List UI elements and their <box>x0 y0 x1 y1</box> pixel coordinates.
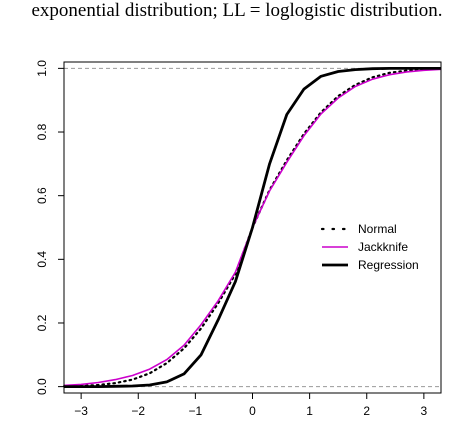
x-tick-label: −1 <box>189 404 203 418</box>
legend-label-jackknife: Jackknife <box>358 240 408 254</box>
y-tick-label: 0.4 <box>35 251 49 268</box>
y-tick-label: 0.2 <box>35 314 49 331</box>
legend: Normal Jackknife Regression <box>320 222 419 272</box>
figure-caption: exponential distribution; LL = loglogist… <box>31 0 443 21</box>
x-tick-label: 0 <box>249 404 256 418</box>
series-line-regression <box>64 67 441 388</box>
x-tick-label: 3 <box>421 404 428 418</box>
plot-layer: −3 −2 −1 0 1 2 3 0.0 0.2 0.4 0.6 0.8 1.0 <box>35 60 443 418</box>
y-tick-label: 0.0 <box>35 378 49 395</box>
x-tick-label: −2 <box>131 404 145 418</box>
legend-label-normal: Normal <box>358 222 397 236</box>
x-tick-label: −3 <box>74 404 88 418</box>
y-tick-label: 0.6 <box>35 187 49 204</box>
y-tick-label: 0.8 <box>35 123 49 140</box>
y-tick-label: 1.0 <box>35 60 49 77</box>
legend-label-regression: Regression <box>358 258 419 272</box>
x-tick-label: 1 <box>306 404 313 418</box>
x-tick-label: 2 <box>363 404 370 418</box>
